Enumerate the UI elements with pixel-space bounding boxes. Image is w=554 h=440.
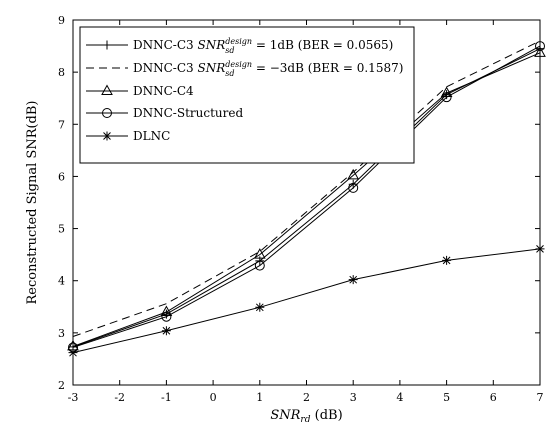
y-axis-label: Reconstructed Signal SNR(dB) <box>25 101 40 305</box>
axes: -3 -2 -1 0 1 2 3 4 5 6 7 2 3 4 5 6 7 8 9 <box>58 14 544 404</box>
data-point-triangle <box>347 168 360 180</box>
series-line <box>72 48 541 348</box>
data-point-triangle <box>160 305 173 316</box>
data-point-star <box>161 326 171 336</box>
data-point-circle <box>348 182 359 193</box>
x-tick-label: -1 <box>161 391 172 404</box>
legend-box <box>79 26 415 164</box>
y-tick-label: 4 <box>58 275 65 288</box>
legend-label-name: DNNC-C3 <box>133 61 198 75</box>
legend-label: DNNC-Structured <box>133 106 243 120</box>
x-tick-label: -3 <box>68 391 79 404</box>
x-axis-label-subscript: rd <box>300 415 310 425</box>
series-5 <box>68 244 545 358</box>
legend-entry: DNNC-C4 <box>86 84 194 98</box>
x-axis-label: SNRrd (dB) <box>270 408 342 425</box>
legend: DNNC-C3 SNRdesign sd = 1dB (BER = 0.0565)… <box>79 26 415 164</box>
x-tick-label: 3 <box>350 391 357 404</box>
legend-label-name: DNNC-C3 <box>133 38 198 52</box>
x-tick-label: 2 <box>303 391 310 404</box>
legend-label: DLNC <box>133 129 170 143</box>
legend-label-superscript: design <box>225 37 252 46</box>
series-line <box>72 248 541 354</box>
legend-label-name: DNNC-C4 <box>133 84 194 98</box>
data-point-circle <box>161 311 172 322</box>
series-line <box>72 45 541 348</box>
y-tick-label: 5 <box>58 223 65 236</box>
x-axis-label-unit: (dB) <box>311 408 343 423</box>
data-point-star <box>442 255 452 265</box>
series-line <box>72 40 541 337</box>
legend-entry: DLNC <box>86 129 170 143</box>
data-point-circle <box>441 92 452 103</box>
legend-label-name: DNNC-Structured <box>133 106 243 120</box>
series-line <box>72 52 541 347</box>
legend-label-superscript: design <box>225 60 252 69</box>
y-tick-label: 6 <box>58 170 65 183</box>
y-tick-label: 3 <box>58 327 65 340</box>
x-tick-label: 4 <box>396 391 403 404</box>
legend-marker-plus <box>102 40 112 50</box>
x-tick-label: 0 <box>210 391 217 404</box>
y-tick-label: 2 <box>58 379 65 392</box>
legend-label: DNNC-C4 <box>133 84 194 98</box>
legend-label-symbol: SNR <box>198 61 226 75</box>
data-point-star <box>348 275 358 285</box>
legend-label: DNNC-C3 SNRdesign sd = 1dB (BER = 0.0565) <box>133 37 393 55</box>
legend-marker-circle <box>102 108 112 118</box>
x-tick-label: 1 <box>256 391 263 404</box>
x-tick-label: 6 <box>490 391 497 404</box>
legend-label-symbol: SNR <box>198 38 226 52</box>
y-tick-label: 7 <box>58 118 65 131</box>
data-point-star <box>255 302 265 312</box>
legend-entry: DNNC-C3 SNRdesign sd = −3dB (BER = 0.1587… <box>86 60 403 78</box>
x-axis-label-main: SNR <box>270 408 300 423</box>
legend-label-name: DLNC <box>133 129 170 143</box>
legend-label: DNNC-C3 SNRdesign sd = −3dB (BER = 0.1587… <box>133 60 403 78</box>
data-point-triangle <box>253 248 266 259</box>
legend-label-subscript: sd <box>225 46 234 55</box>
y-tick-label: 9 <box>58 14 65 27</box>
legend-label-subscript: sd <box>225 69 234 78</box>
legend-label-detail: = 1dB (BER = 0.0565) <box>252 38 393 52</box>
data-point-circle <box>254 260 265 271</box>
x-tick-label: -2 <box>114 391 125 404</box>
x-tick-label: 5 <box>443 391 450 404</box>
series-2 <box>72 40 541 337</box>
legend-entry: DNNC-Structured <box>86 106 243 120</box>
x-tick-label: 7 <box>537 391 544 404</box>
legend-label-detail: = −3dB (BER = 0.1587) <box>252 61 403 75</box>
y-tick-label: 8 <box>58 66 65 79</box>
legend-entry: DNNC-C3 SNRdesign sd = 1dB (BER = 0.0565) <box>86 37 393 55</box>
legend-marker-star <box>102 131 112 141</box>
data-point-triangle <box>440 86 453 97</box>
legend-marker-triangle <box>101 84 113 95</box>
